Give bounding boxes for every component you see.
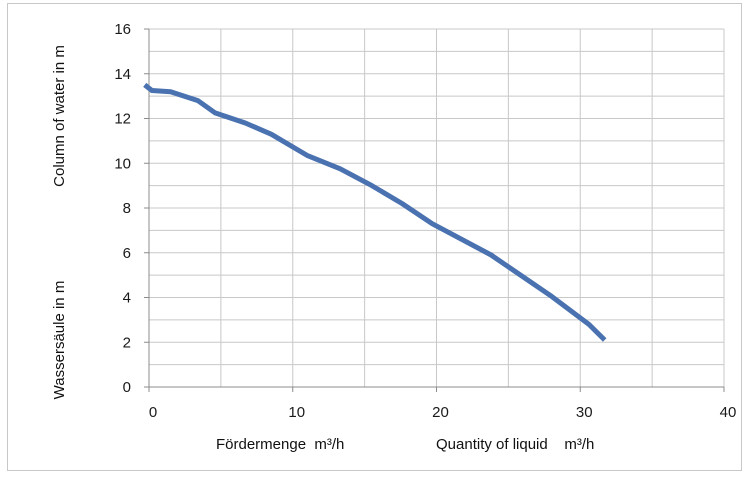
- y-tick-label: 16: [114, 21, 131, 38]
- y-tick-label: 0: [123, 379, 131, 396]
- x-tick-label: 40: [720, 404, 737, 421]
- x-axis-label-right: Quantity of liquid m³/h: [436, 436, 594, 453]
- y-tick-label: 14: [114, 66, 131, 83]
- series-layer: [143, 82, 607, 342]
- x-tick-label: 0: [149, 404, 157, 421]
- x-tick-labels: 0 10 20 30 40: [149, 404, 737, 421]
- x-tick-label: 10: [288, 404, 305, 421]
- y-tick-label: 4: [123, 290, 131, 307]
- y-tick-label: 6: [123, 245, 131, 262]
- y-axis-label-bottom: Wassersäule in m: [51, 281, 68, 400]
- y-tick-label: 2: [123, 334, 131, 351]
- grid: [149, 28, 725, 388]
- axes: [144, 28, 725, 392]
- y-tick-label: 8: [123, 200, 131, 217]
- series-line: [143, 82, 607, 342]
- y-tick-label: 12: [114, 111, 131, 128]
- y-tick-label: 10: [114, 155, 131, 172]
- x-axis-label-left: Fördermenge m³/h: [216, 436, 344, 453]
- chart-frame: [7, 3, 742, 471]
- x-tick-label: 20: [432, 404, 449, 421]
- y-axis-label-top: Column of water in m: [51, 45, 68, 187]
- x-tick-label: 30: [576, 404, 593, 421]
- y-tick-labels: 0 2 4 6 8 10 12 14 16: [114, 21, 131, 396]
